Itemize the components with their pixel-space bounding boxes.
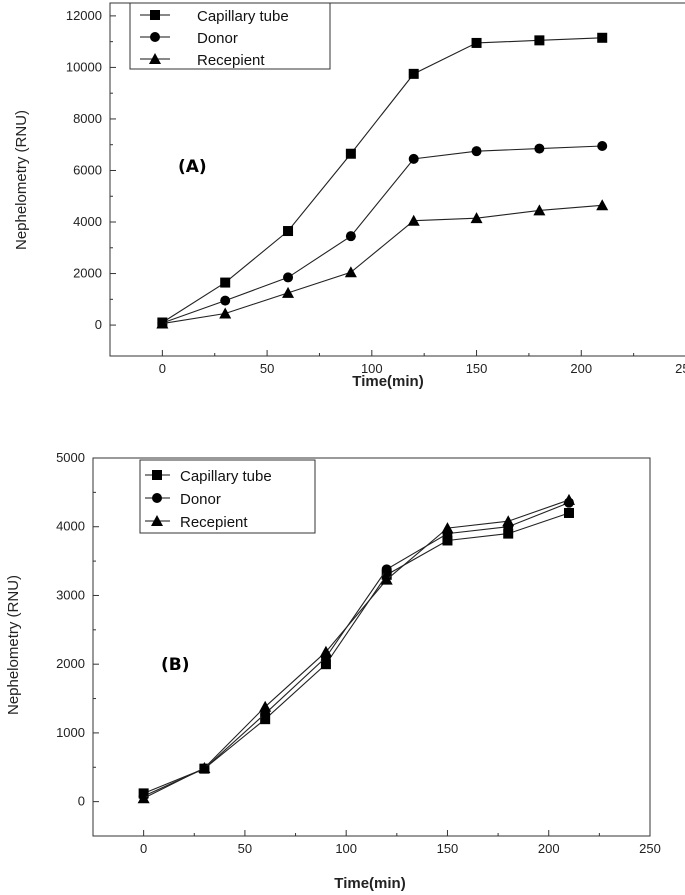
legend-marker-circle xyxy=(150,32,160,42)
x-tick-label: 250 xyxy=(639,841,661,856)
data-point-recepient xyxy=(562,493,575,505)
chart-panel-b: 0 50 100 150 200 250 0 1000 2000 3000 4000 5000 (B)… xyxy=(5,450,661,892)
data-point-capillary-tube xyxy=(260,714,271,725)
x-tick-label: 200 xyxy=(570,361,592,376)
data-point-recepient xyxy=(319,645,332,657)
y-tick-label: 0 xyxy=(95,317,102,332)
x-tick-label: 50 xyxy=(238,841,252,856)
series-line-capillary-tube xyxy=(143,512,570,794)
data-point-recepient xyxy=(344,266,357,278)
data-point-donor xyxy=(283,272,294,283)
legend-label-capillary: Capillary tube xyxy=(180,468,272,485)
data-point-recepient xyxy=(470,212,483,224)
y-tick-label: 10000 xyxy=(66,59,102,74)
legend-marker-triangle xyxy=(149,53,161,64)
series-line-capillary-tube xyxy=(162,37,603,323)
x-tick-label: 150 xyxy=(466,361,488,376)
legend-marker-circle xyxy=(152,493,162,503)
data-point-capillary-tube xyxy=(408,68,419,79)
data-point-capillary-tube xyxy=(320,659,331,670)
y-axis-label: Nephelometry (RNU) xyxy=(5,575,22,715)
series-line-donor xyxy=(143,502,570,797)
data-point-capillary-tube xyxy=(563,507,574,518)
series-layer xyxy=(156,32,609,329)
panel-label: (B) xyxy=(161,655,190,675)
legend-box xyxy=(129,2,331,70)
data-point-recepient xyxy=(156,317,169,329)
y-tick-label: 3000 xyxy=(56,587,85,602)
x-tick-label: 100 xyxy=(361,361,383,376)
y-tick-label: 12000 xyxy=(66,8,102,23)
x-tick-label: 100 xyxy=(335,841,357,856)
data-point-recepient xyxy=(533,204,546,216)
data-point-donor xyxy=(381,564,392,575)
y-tick-label: 1000 xyxy=(56,725,85,740)
x-tick-label: 0 xyxy=(159,361,166,376)
data-point-recepient xyxy=(219,307,232,319)
legend-label-donor: Donor xyxy=(197,30,238,47)
data-point-capillary-tube xyxy=(503,528,514,539)
y-tick-label: 4000 xyxy=(56,519,85,534)
data-point-capillary-tube xyxy=(345,148,356,159)
data-point-recepient xyxy=(441,522,454,534)
data-point-capillary-tube xyxy=(597,32,608,43)
x-tick-label: 150 xyxy=(437,841,459,856)
x-axis-label: Time(min) xyxy=(352,373,423,390)
y-tick-label: 6000 xyxy=(73,162,102,177)
axis-ticks: 0 50 100 150 200 250 0 1000 2000 3000 4000 5000 xyxy=(56,450,661,856)
y-tick-label: 4000 xyxy=(73,214,102,229)
data-point-recepient xyxy=(502,515,515,527)
series-line-recepient xyxy=(143,499,570,799)
x-axis-label: Time(min) xyxy=(334,875,405,892)
data-point-capillary-tube xyxy=(442,535,453,546)
legend-label-capillary: Capillary tube xyxy=(197,8,289,25)
y-tick-label: 5000 xyxy=(56,450,85,465)
x-tick-label: 250 xyxy=(675,361,685,376)
x-tick-label: 0 xyxy=(140,841,147,856)
chart-panel-a: 0 50 100 150 200 250 0 2000 4000 6000 8000 10000 120… xyxy=(13,2,685,390)
series-line-donor xyxy=(162,145,603,324)
y-tick-label: 2000 xyxy=(56,656,85,671)
x-tick-label: 50 xyxy=(260,361,274,376)
axis-ticks: 0 50 100 150 200 250 0 2000 4000 6000 8000 10000 120… xyxy=(66,8,685,376)
series-line-recepient xyxy=(162,204,603,325)
legend: Capillary tube Donor Recepient xyxy=(129,2,331,70)
plot-frame xyxy=(92,457,651,837)
legend: Capillary tube Donor Recepient xyxy=(139,459,316,534)
data-point-recepient xyxy=(282,286,295,298)
data-point-donor xyxy=(471,146,482,157)
series-layer xyxy=(137,493,575,804)
data-point-capillary-tube xyxy=(471,37,482,48)
legend-label-recepient: Recepient xyxy=(197,52,265,69)
data-point-recepient xyxy=(380,573,393,585)
x-tick-label: 200 xyxy=(538,841,560,856)
y-axis-label: Nephelometry (RNU) xyxy=(13,110,30,250)
data-point-recepient xyxy=(259,700,272,712)
data-point-capillary-tube xyxy=(220,277,231,288)
legend-label-donor: Donor xyxy=(180,491,221,508)
panel-label: (A) xyxy=(178,157,207,177)
data-point-capillary-tube xyxy=(534,35,545,46)
data-point-recepient xyxy=(137,792,150,804)
legend-marker-square xyxy=(152,470,162,480)
legend-label-recepient: Recepient xyxy=(180,514,248,531)
data-point-capillary-tube xyxy=(283,226,294,237)
data-point-donor xyxy=(534,143,545,154)
data-point-donor xyxy=(220,295,231,306)
y-tick-label: 0 xyxy=(78,794,85,809)
plot-frame xyxy=(109,2,685,357)
data-point-donor xyxy=(345,231,356,242)
y-tick-label: 8000 xyxy=(73,111,102,126)
y-tick-label: 2000 xyxy=(73,266,102,281)
data-point-donor xyxy=(408,153,419,164)
legend-marker-square xyxy=(150,10,160,20)
legend-marker-triangle xyxy=(151,515,163,526)
data-point-recepient xyxy=(407,214,420,226)
data-point-recepient xyxy=(596,199,609,211)
data-point-donor xyxy=(597,141,608,152)
data-point-recepient xyxy=(198,761,211,773)
